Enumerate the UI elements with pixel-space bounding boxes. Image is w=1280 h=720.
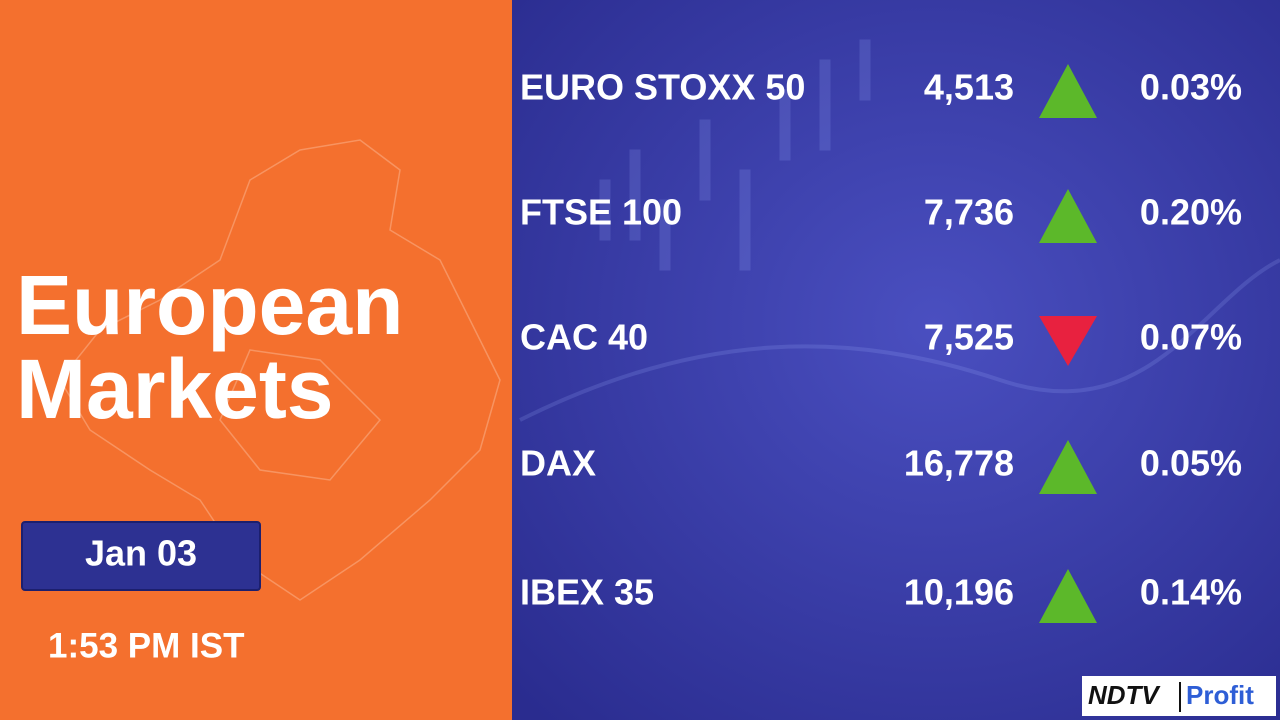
title-line2: Markets: [16, 342, 334, 436]
arrow-up: [1039, 64, 1097, 118]
index-name: IBEX 35: [520, 572, 654, 613]
title-line1: European: [16, 258, 403, 352]
right-panel: [512, 0, 1280, 720]
index-value: 4,513: [924, 67, 1014, 108]
index-value: 7,736: [924, 192, 1014, 233]
index-change: 0.03%: [1140, 67, 1242, 108]
date-box: [21, 521, 261, 591]
index-name: FTSE 100: [520, 192, 682, 233]
index-change: 0.07%: [1140, 317, 1242, 358]
index-change: 0.20%: [1140, 192, 1242, 233]
logo-left: NDTV: [1088, 680, 1161, 710]
index-value: 7,525: [924, 317, 1014, 358]
index-value: 16,778: [904, 443, 1014, 484]
index-name: EURO STOXX 50: [520, 67, 805, 108]
arrow-up: [1039, 189, 1097, 243]
index-value: 10,196: [904, 572, 1014, 613]
arrow-down: [1039, 316, 1097, 366]
map-decoration: [59, 139, 501, 601]
index-name: CAC 40: [520, 317, 648, 358]
candles-decoration: [519, 39, 1280, 422]
index-change: 0.05%: [1140, 443, 1242, 484]
index-name: DAX: [520, 443, 596, 484]
date: Jan 03: [85, 533, 197, 574]
arrow-up: [1039, 569, 1097, 623]
index-change: 0.14%: [1140, 572, 1242, 613]
arrow-up: [1039, 440, 1097, 494]
logo-right: Profit: [1186, 680, 1254, 710]
left-panel: [0, 0, 512, 720]
time: 1:53 PM IST: [48, 626, 244, 665]
